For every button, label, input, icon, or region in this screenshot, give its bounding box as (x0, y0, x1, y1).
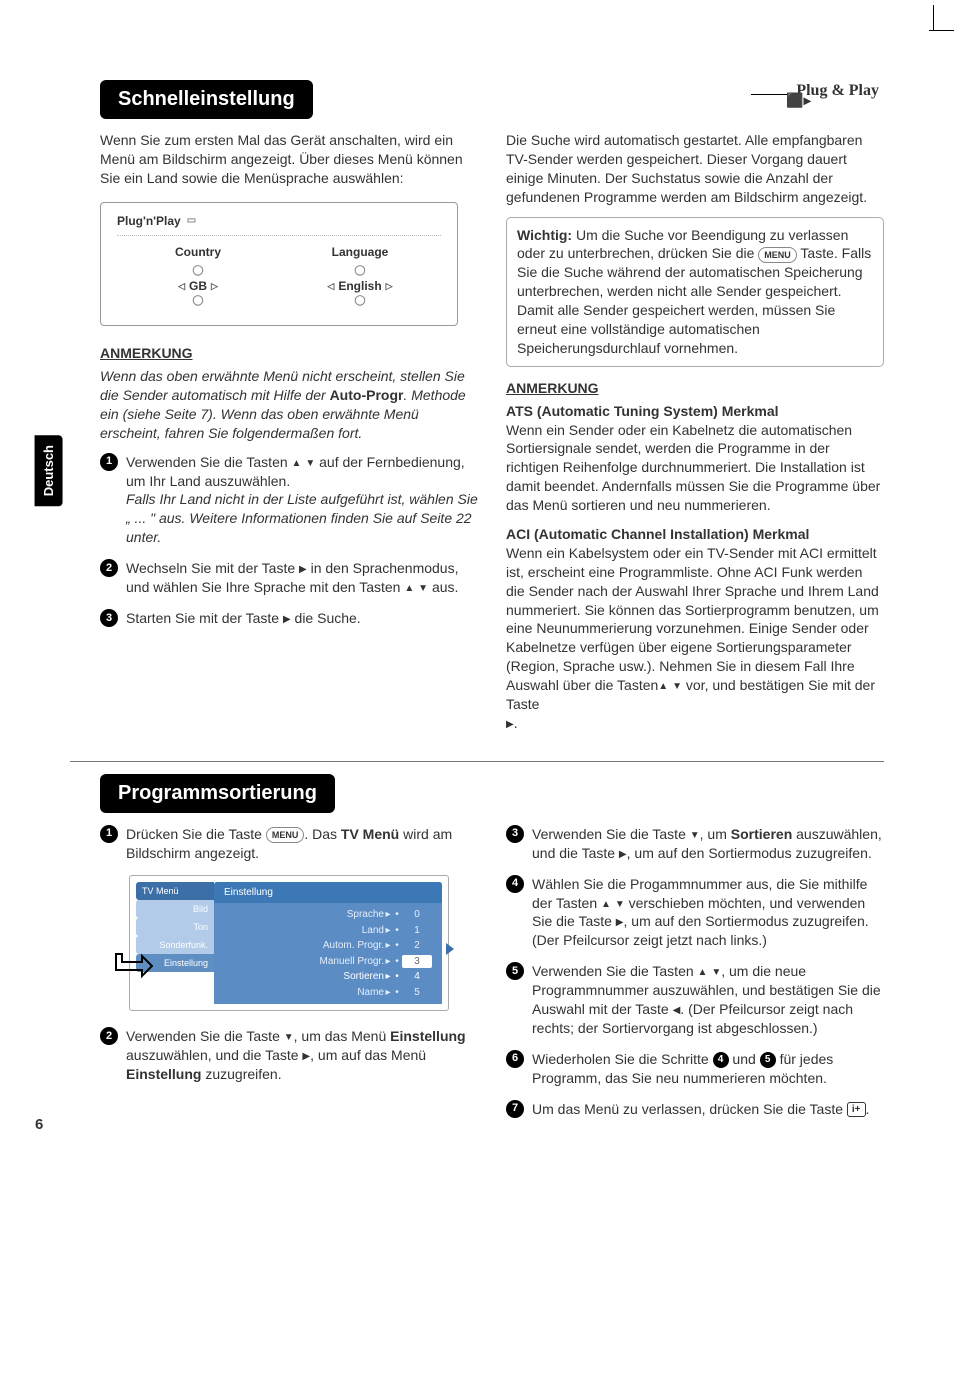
tv-menu-item: Sortieren▸•4 (214, 969, 442, 985)
down-icon: ▼ (418, 583, 428, 594)
menu-button-icon: MENU (266, 827, 305, 843)
country-label: Country (117, 244, 279, 260)
sort-step-5: 5 Verwenden Sie die Tasten ▲ ▼, um die n… (506, 962, 884, 1038)
right-icon: ▶ (302, 1051, 310, 1062)
language-value: English (338, 278, 381, 294)
up-icon: ▲ (601, 899, 611, 910)
note-paragraph: Wenn das oben erwähnte Menü nicht ersche… (100, 367, 478, 443)
tv-tab-ton: Ton (136, 918, 214, 936)
arrow-left-icon: ◁ (178, 280, 185, 292)
plugnplay-menu-box: Plug'n'Play ▭ Country ◁ ◯ GB ◯ (100, 202, 458, 327)
arrow-left-icon: ◁ (327, 280, 334, 292)
down-icon: ▼ (615, 899, 625, 910)
down-icon: ▼ (690, 830, 700, 841)
anmerkung-heading: ANMERKUNG (100, 344, 478, 363)
down-icon: ▼ (672, 681, 682, 692)
ats-title: ATS (Automatic Tuning System) Merkmal (506, 402, 884, 421)
bullet-5: 5 (506, 962, 524, 980)
tv-panel-title: Einstellung (214, 882, 442, 904)
search-paragraph: Die Suche wird automatisch gestartet. Al… (506, 131, 884, 207)
oval-top-icon: ◯ (354, 264, 365, 278)
up-icon: ▲ (698, 967, 708, 978)
menu-button-icon: MENU (758, 247, 797, 263)
up-icon: ▲ (292, 458, 302, 469)
bullet-4: 4 (506, 875, 524, 893)
info-button-icon: i+ (847, 1102, 866, 1117)
tv-menu-item: Sprache▸•0 (214, 907, 442, 923)
step-1-note: Falls Ihr Land nicht in der Liste aufgef… (126, 490, 478, 547)
right-icon: ▶ (619, 849, 627, 860)
right-icon: ▶ (283, 614, 291, 625)
tv-menu-item: Manuell Progr.▸•3 (214, 954, 442, 970)
up-icon: ▲ (658, 681, 668, 692)
bullet-2: 2 (100, 559, 118, 577)
tv-menu-header: TV Menü (136, 882, 214, 900)
bullet-7: 7 (506, 1100, 524, 1118)
panel-arrow-icon (446, 943, 454, 955)
plug-and-play-logo: Plug & Play ⬛▸ (796, 80, 879, 102)
sort-step-1: 1 Drücken Sie die Taste MENU. Das TV Men… (100, 825, 478, 863)
right-icon: ▶ (616, 917, 624, 928)
country-value: GB (189, 278, 207, 294)
right-icon: ▶ (506, 719, 514, 730)
sort-step-3: 3 Verwenden Sie die Taste ▼, um Sortiere… (506, 825, 884, 863)
sort-step-7: 7 Um das Menü zu verlassen, drücken Sie … (506, 1100, 884, 1119)
step-2: 2 Wechseln Sie mit der Taste ▶ in den Sp… (100, 559, 478, 597)
tv-menu-item: Autom. Progr.▸•2 (214, 938, 442, 954)
oval-bottom-icon: ◯ (192, 294, 203, 308)
down-icon: ▼ (711, 967, 721, 978)
inline-bullet-4: 4 (713, 1052, 729, 1068)
sort-step-6: 6 Wiederholen Sie die Schritte 4 und 5 f… (506, 1050, 884, 1088)
section-title-quick-setup: Schnelleinstellung (100, 80, 313, 119)
right-icon: ▶ (299, 564, 307, 575)
important-callout: Wichtig: Um die Suche vor Beendigung zu … (506, 217, 884, 367)
oval-top-icon: ◯ (192, 264, 203, 278)
page-number: 6 (35, 1115, 43, 1135)
ats-body: Wenn ein Sender oder ein Kabelnetz die a… (506, 421, 884, 515)
bullet-3: 3 (100, 609, 118, 627)
intro-paragraph: Wenn Sie zum ersten Mal das Gerät anscha… (100, 131, 478, 188)
bullet-6: 6 (506, 1050, 524, 1068)
selection-arrow-icon (114, 952, 154, 980)
down-icon: ▼ (305, 458, 315, 469)
bullet-1: 1 (100, 453, 118, 471)
step-1: 1 Verwenden Sie die Tasten ▲ ▼ auf der F… (100, 453, 478, 547)
language-tab: Deutsch (35, 435, 63, 506)
bullet-1: 1 (100, 825, 118, 843)
up-icon: ▲ (404, 583, 414, 594)
plug-icon: ⬛▸ (786, 93, 810, 112)
tv-menu-item: Land▸•1 (214, 923, 442, 939)
oval-bottom-icon: ◯ (354, 294, 365, 308)
pnp-title: Plug'n'Play (117, 213, 181, 229)
aci-title: ACI (Automatic Channel Installation) Mer… (506, 525, 884, 544)
arrow-right-icon: ▷ (386, 280, 393, 292)
section-title-sorting: Programmsortierung (100, 774, 335, 813)
sort-step-4: 4 Wählen Sie die Progammnummer aus, die … (506, 875, 884, 951)
aci-body: Wenn ein Kabelsystem oder ein TV-Sender … (506, 544, 884, 733)
remote-icon: ▭ (187, 214, 196, 228)
bullet-2: 2 (100, 1027, 118, 1045)
bullet-3: 3 (506, 825, 524, 843)
sort-step-2: 2 Verwenden Sie die Taste ▼, um das Menü… (100, 1027, 478, 1084)
tv-tab-bild: Bild (136, 900, 214, 918)
anmerkung-heading-2: ANMERKUNG (506, 379, 884, 398)
language-label: Language (279, 244, 441, 260)
down-icon: ▼ (284, 1032, 294, 1043)
tv-menu-mockup: TV Menü Bild Ton Sonderfunk. Einstellung… (100, 875, 478, 1012)
step-3: 3 Starten Sie mit der Taste ▶ die Suche. (100, 609, 478, 628)
section-divider (70, 761, 884, 762)
arrow-right-icon: ▷ (211, 280, 218, 292)
tv-menu-item: Name▸•5 (214, 985, 442, 1001)
inline-bullet-5: 5 (760, 1052, 776, 1068)
